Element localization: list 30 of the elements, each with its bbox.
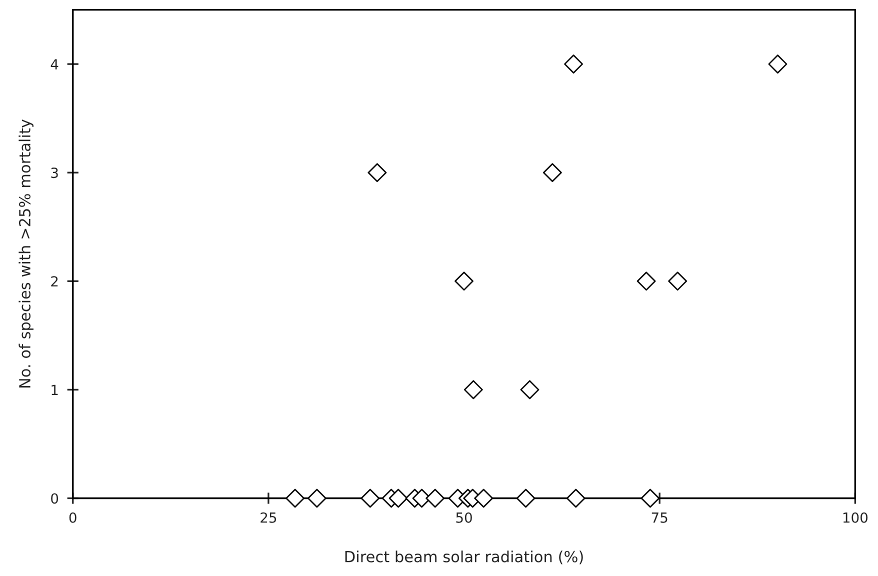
point xyxy=(520,380,540,400)
x-tick-label: 0 xyxy=(69,512,76,523)
point xyxy=(388,488,408,508)
y-tick-label: 0 xyxy=(51,493,58,504)
y-tick-label: 3 xyxy=(51,168,58,178)
point xyxy=(307,488,326,508)
point xyxy=(566,488,586,508)
x-tick-label: 75 xyxy=(652,512,668,523)
point xyxy=(636,272,656,291)
point xyxy=(768,54,788,74)
x-tick-label: 25 xyxy=(260,512,276,523)
y-axis-title: No. of species with >25% mortality xyxy=(18,119,34,388)
point xyxy=(516,488,536,508)
point xyxy=(668,272,688,291)
point xyxy=(564,54,584,74)
point xyxy=(474,488,494,508)
y-tick-label: 4 xyxy=(50,59,58,70)
point xyxy=(542,163,562,182)
x-tick-label: 50 xyxy=(456,512,472,523)
point xyxy=(464,380,483,400)
point xyxy=(640,488,660,508)
y-tick-label: 2 xyxy=(51,276,58,286)
point xyxy=(286,488,305,508)
y-tick-label: 1 xyxy=(52,384,58,395)
point xyxy=(360,488,380,508)
x-tick-label: 100 xyxy=(843,512,868,523)
x-axis-title: Direct beam solar radiation (%) xyxy=(345,550,583,564)
point xyxy=(454,272,474,291)
point xyxy=(426,488,445,508)
point xyxy=(368,163,387,182)
